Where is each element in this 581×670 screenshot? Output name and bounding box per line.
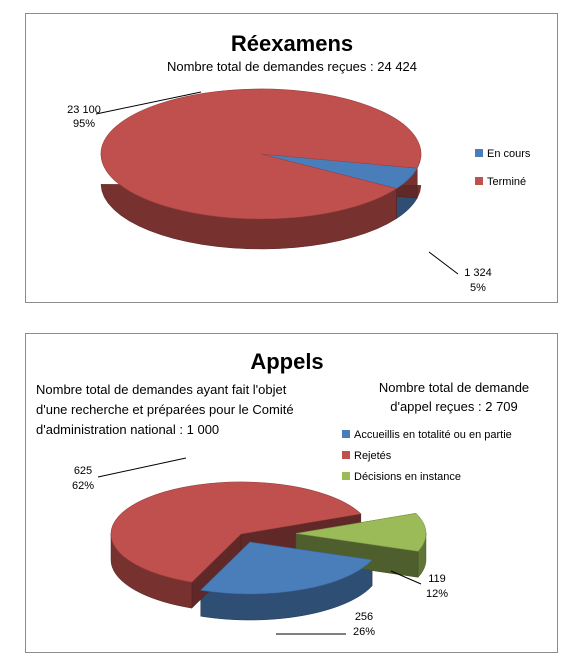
data-label-rejetes-percent: 62%: [72, 480, 94, 492]
note-left-line-3: d'administration national : 1 000: [36, 422, 219, 437]
legend-swatch-instance: [342, 472, 350, 480]
legend-swatch-accueillis: [342, 430, 350, 438]
note-left-line-2: d'une recherche et préparées pour le Com…: [36, 402, 294, 417]
pie-slice-rejet-s: [110, 481, 362, 583]
data-label-accueillis-percent: 26%: [353, 626, 375, 638]
data-label-termine-percent: 95%: [73, 118, 95, 130]
chart-panel-appels: Appels Nombre total de demandes ayant fa…: [25, 333, 558, 653]
note-left-line-1: Nombre total de demandes ayant fait l'ob…: [36, 382, 287, 397]
legend-label-instance: Décisions en instance: [354, 471, 461, 483]
chart-appels: Appels Nombre total de demandes ayant fa…: [36, 349, 529, 638]
data-label-termine-value: 23 100: [67, 104, 101, 116]
legend-swatch-rejetes: [342, 451, 350, 459]
leader-line-rejetes: [97, 457, 187, 478]
data-label-en-cours-value: 1 324: [464, 267, 492, 279]
chart-title: Réexamens: [231, 31, 353, 56]
data-label-accueillis-value: 256: [355, 611, 373, 623]
chart-reexamens: Réexamens Nombre total de demandes reçue…: [67, 31, 531, 294]
legend-label-termine: Terminé: [487, 176, 526, 188]
chart-subtitle: Nombre total de demandes reçues : 24 424: [167, 59, 417, 74]
pie-slice-termin-: [100, 88, 422, 220]
note-right-line-2: d'appel reçues : 2 709: [390, 399, 518, 414]
legend-swatch-termine: [475, 177, 483, 185]
leader-line-en-cours: [428, 251, 459, 275]
data-label-rejetes-value: 625: [74, 465, 92, 477]
chart-panel-reexamens: Réexamens Nombre total de demandes reçue…: [25, 13, 558, 303]
legend-label-rejetes: Rejetés: [354, 450, 392, 462]
pie-slice-accueillis-en-totalit-ou-en-partie: [200, 541, 373, 595]
pie-slice-d-cisions-en-instance: [295, 513, 427, 552]
pie-appels: [110, 481, 427, 621]
leader-line-termine: [95, 91, 202, 115]
legend-label-en-cours: En cours: [487, 148, 531, 160]
data-label-instance-value: 119: [428, 573, 446, 585]
legend-swatch-en-cours: [475, 149, 483, 157]
note-right-line-1: Nombre total de demande: [379, 380, 529, 395]
data-label-en-cours-percent: 5%: [470, 282, 486, 294]
chart-title: Appels: [250, 349, 323, 374]
pie-reexamens: [100, 88, 422, 250]
leader-line-instance: [390, 570, 422, 585]
legend-label-accueillis: Accueillis en totalité ou en partie: [354, 429, 512, 441]
data-label-instance-percent: 12%: [426, 588, 448, 600]
